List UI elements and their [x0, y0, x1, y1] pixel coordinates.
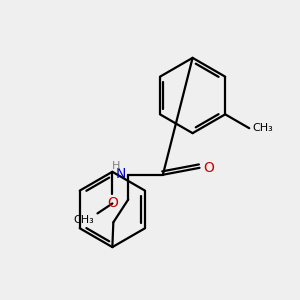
Text: H: H — [112, 161, 121, 171]
Text: O: O — [107, 196, 118, 210]
Text: CH₃: CH₃ — [74, 215, 94, 225]
Text: CH₃: CH₃ — [252, 123, 273, 133]
Text: N: N — [116, 167, 126, 181]
Text: O: O — [203, 161, 214, 175]
